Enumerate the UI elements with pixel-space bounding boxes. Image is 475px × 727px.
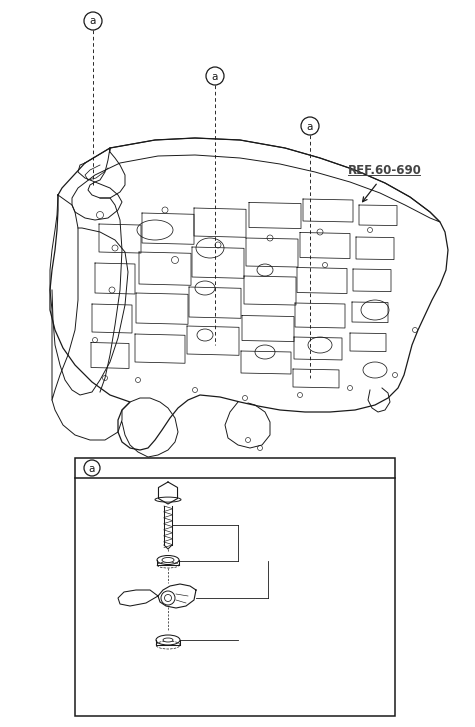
- Circle shape: [161, 591, 175, 605]
- Text: 89850: 89850: [278, 593, 314, 603]
- Text: 89859: 89859: [248, 520, 284, 530]
- Text: 1360GG: 1360GG: [248, 556, 293, 566]
- Ellipse shape: [157, 555, 179, 564]
- Circle shape: [301, 117, 319, 135]
- Text: a: a: [307, 121, 313, 132]
- Circle shape: [84, 460, 100, 476]
- Circle shape: [206, 67, 224, 85]
- Text: a: a: [89, 464, 95, 473]
- Text: 89853: 89853: [248, 635, 284, 645]
- Bar: [75, 458, 395, 716]
- Text: REF.60-690: REF.60-690: [348, 164, 422, 177]
- Ellipse shape: [163, 638, 173, 642]
- Circle shape: [84, 12, 102, 30]
- Text: a: a: [212, 71, 218, 81]
- Text: a: a: [90, 17, 96, 26]
- Ellipse shape: [156, 635, 180, 645]
- Ellipse shape: [162, 558, 174, 563]
